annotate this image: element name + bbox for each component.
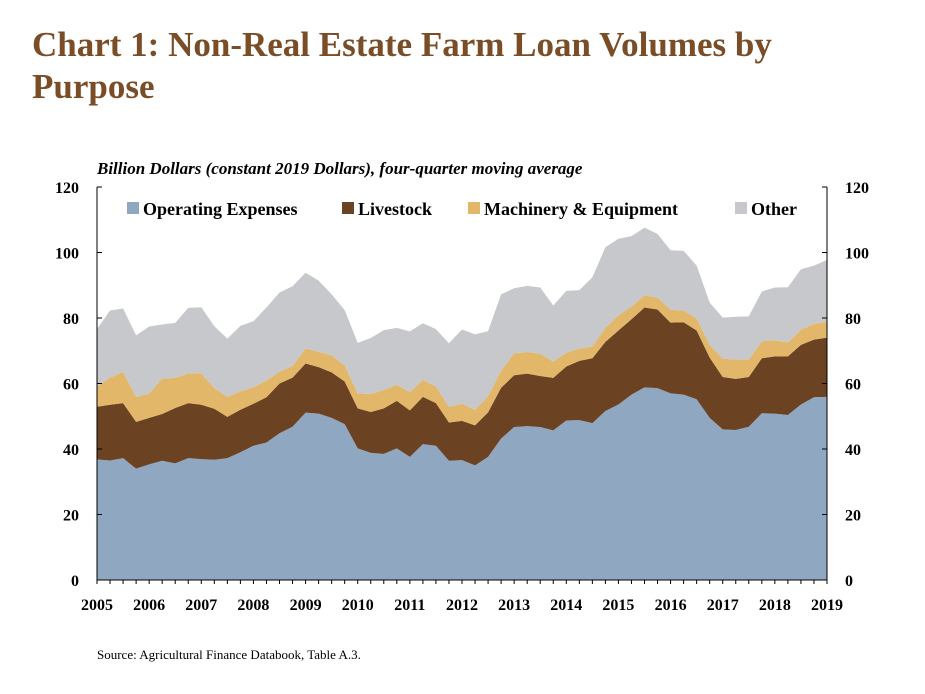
area-layer <box>97 227 827 580</box>
legend-label-livestock: Livestock <box>358 199 432 219</box>
y-tick-label-left: 60 <box>63 377 79 394</box>
x-tick-label: 2017 <box>707 597 739 614</box>
x-tick-label: 2016 <box>655 597 687 614</box>
chart-title: Chart 1: Non-Real Estate Farm Loan Volum… <box>32 25 772 106</box>
source-note: Source: Agricultural Finance Databook, T… <box>97 647 361 662</box>
legend-swatch-livestock <box>342 202 354 214</box>
x-tick-label: 2005 <box>81 597 113 614</box>
x-tick-label: 2009 <box>290 597 322 614</box>
y-tick-label-left: 40 <box>63 442 79 459</box>
chart-subtitle: Billion Dollars (constant 2019 Dollars),… <box>97 159 583 178</box>
y-tick-label-right: 60 <box>845 377 861 394</box>
y-tick-label-right: 80 <box>845 311 861 328</box>
legend-label-operating-expenses: Operating Expenses <box>143 199 298 219</box>
x-tick-label: 2012 <box>446 597 478 614</box>
y-tick-label-left: 0 <box>71 573 79 590</box>
area-livestock <box>97 307 827 469</box>
legend-swatch-other <box>735 202 747 214</box>
y-tick-label-left: 120 <box>55 180 79 197</box>
x-tick-label: 2011 <box>394 597 425 614</box>
x-tick-label: 2019 <box>811 597 843 614</box>
x-tick-label: 2015 <box>602 597 634 614</box>
legend: Operating Expenses Livestock Machinery & E… <box>127 199 797 219</box>
x-tick-label: 2018 <box>759 597 791 614</box>
y-tick-label-right: 40 <box>845 442 861 459</box>
x-tick-label: 2006 <box>133 597 165 614</box>
legend-swatch-operating-expenses <box>127 202 139 214</box>
legend-label-machinery-equipment: Machinery & Equipment <box>484 199 678 219</box>
y-tick-label-right: 100 <box>845 246 869 263</box>
x-tick-label: 2013 <box>498 597 530 614</box>
y-tick-label-right: 20 <box>845 508 861 525</box>
area-operating-expenses <box>97 387 827 580</box>
y-tick-label-left: 80 <box>63 311 79 328</box>
y-tick-label-left: 20 <box>63 508 79 525</box>
legend-label-other: Other <box>751 199 797 219</box>
axes-layer: 0 0 20 20 40 40 60 60 80 80 100 100 120 120 2005 2006 20… <box>55 180 869 614</box>
x-tick-label: 2008 <box>237 597 269 614</box>
legend-swatch-machinery-equipment <box>468 202 480 214</box>
y-tick-label-right: 120 <box>845 180 869 197</box>
x-tick-label: 2007 <box>185 597 217 614</box>
x-tick-label: 2010 <box>342 597 374 614</box>
y-tick-label-right: 0 <box>845 573 853 590</box>
area-other <box>97 227 827 410</box>
y-tick-label-left: 100 <box>55 246 79 263</box>
x-tick-label: 2014 <box>550 597 582 614</box>
